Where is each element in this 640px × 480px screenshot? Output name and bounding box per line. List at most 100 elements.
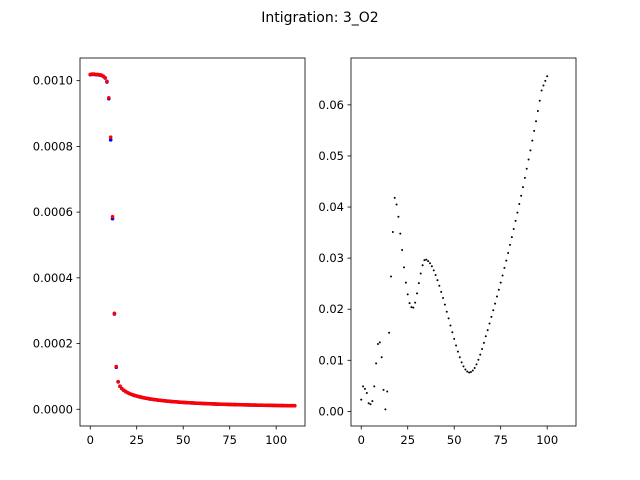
data-point: [486, 329, 489, 332]
data-point: [360, 398, 363, 401]
data-point: [103, 75, 107, 80]
data-point: [399, 232, 402, 235]
data-point: [389, 275, 392, 278]
data-point: [423, 259, 426, 262]
data-point: [503, 266, 506, 269]
data-point: [520, 194, 523, 197]
data-point: [518, 202, 521, 205]
data-point: [401, 248, 404, 251]
figure-title: Intigration: 3_O2: [261, 10, 378, 26]
data-point: [501, 274, 504, 277]
data-point: [488, 322, 491, 325]
data-point: [434, 273, 437, 276]
data-point: [416, 292, 419, 295]
data-point: [386, 390, 389, 393]
y-tick-label: 0.01: [318, 353, 344, 367]
data-point: [429, 262, 432, 265]
data-point: [458, 356, 461, 359]
y-tick-label: 0.0004: [33, 271, 73, 285]
data-point: [105, 79, 109, 84]
data-point: [447, 317, 450, 320]
data-point: [445, 310, 448, 313]
y-tick-label: 0.00: [318, 404, 344, 418]
data-point: [482, 341, 485, 344]
data-point: [538, 99, 541, 102]
data-point: [546, 75, 549, 78]
data-point: [397, 215, 400, 218]
data-point: [371, 400, 374, 403]
data-point: [443, 303, 446, 306]
data-point: [376, 342, 379, 345]
data-point: [473, 366, 476, 369]
x-tick-label: 0: [87, 433, 94, 447]
data-point: [469, 371, 472, 374]
data-point: [116, 379, 120, 384]
data-point: [495, 295, 498, 298]
data-point: [108, 138, 113, 142]
data-point: [533, 129, 536, 132]
data-point: [373, 385, 376, 388]
y-tick-label: 0.03: [318, 251, 344, 265]
data-point: [110, 214, 115, 219]
data-point: [363, 387, 366, 390]
x-tick-label: 25: [129, 433, 144, 447]
x-tick-label: 100: [536, 433, 558, 447]
data-point: [427, 260, 430, 263]
y-tick-label: 0.05: [318, 149, 344, 163]
data-point: [421, 264, 424, 267]
data-point: [505, 259, 508, 262]
data-point: [380, 356, 383, 359]
data-point: [544, 79, 547, 82]
y-tick-label: 0.02: [318, 302, 344, 316]
data-point: [403, 266, 405, 269]
data-point: [475, 363, 478, 366]
data-point: [408, 302, 411, 305]
data-point: [425, 258, 428, 261]
data-point: [393, 196, 396, 199]
data-point: [471, 369, 474, 372]
data-point: [107, 95, 111, 100]
data-point: [494, 302, 497, 305]
x-tick-label: 100: [265, 433, 287, 447]
y-tick-label: 0.04: [318, 200, 344, 214]
data-point: [292, 403, 297, 408]
data-point: [490, 315, 493, 318]
data-point: [442, 296, 445, 299]
data-point: [522, 186, 524, 189]
data-point: [406, 293, 409, 296]
data-point: [479, 353, 482, 356]
data-point: [367, 402, 370, 405]
data-point: [466, 370, 469, 373]
data-point: [523, 176, 526, 179]
data-point: [451, 331, 454, 334]
data-point: [481, 348, 484, 351]
data-point: [464, 368, 467, 371]
data-point: [436, 279, 439, 282]
data-point: [382, 388, 385, 391]
data-point: [417, 282, 420, 285]
y-tick-label: 0.0010: [33, 74, 73, 88]
data-point: [516, 211, 519, 214]
y-tick-label: 0.0000: [33, 402, 73, 416]
data-point: [414, 301, 417, 304]
axes-frame: [79, 57, 306, 427]
data-point: [419, 272, 422, 275]
data-point: [112, 311, 117, 316]
data-point: [362, 385, 365, 388]
x-tick-label: 50: [447, 433, 462, 447]
right-axes: 0 25 50 75 100 0.00 0.01 0.02 0.03 0.04 0.05 0.06: [318, 57, 577, 447]
data-point: [412, 306, 415, 309]
data-point: [535, 120, 538, 123]
data-point: [525, 167, 528, 170]
data-point: [432, 269, 435, 272]
data-point: [510, 236, 513, 239]
data-point: [388, 331, 391, 334]
data-point: [507, 252, 510, 255]
data-point: [508, 243, 511, 246]
data-point: [369, 403, 372, 406]
x-tick-label: 0: [358, 433, 365, 447]
data-point: [456, 350, 459, 353]
data-point: [492, 309, 495, 312]
data-point: [527, 158, 530, 161]
data-point: [484, 335, 487, 338]
